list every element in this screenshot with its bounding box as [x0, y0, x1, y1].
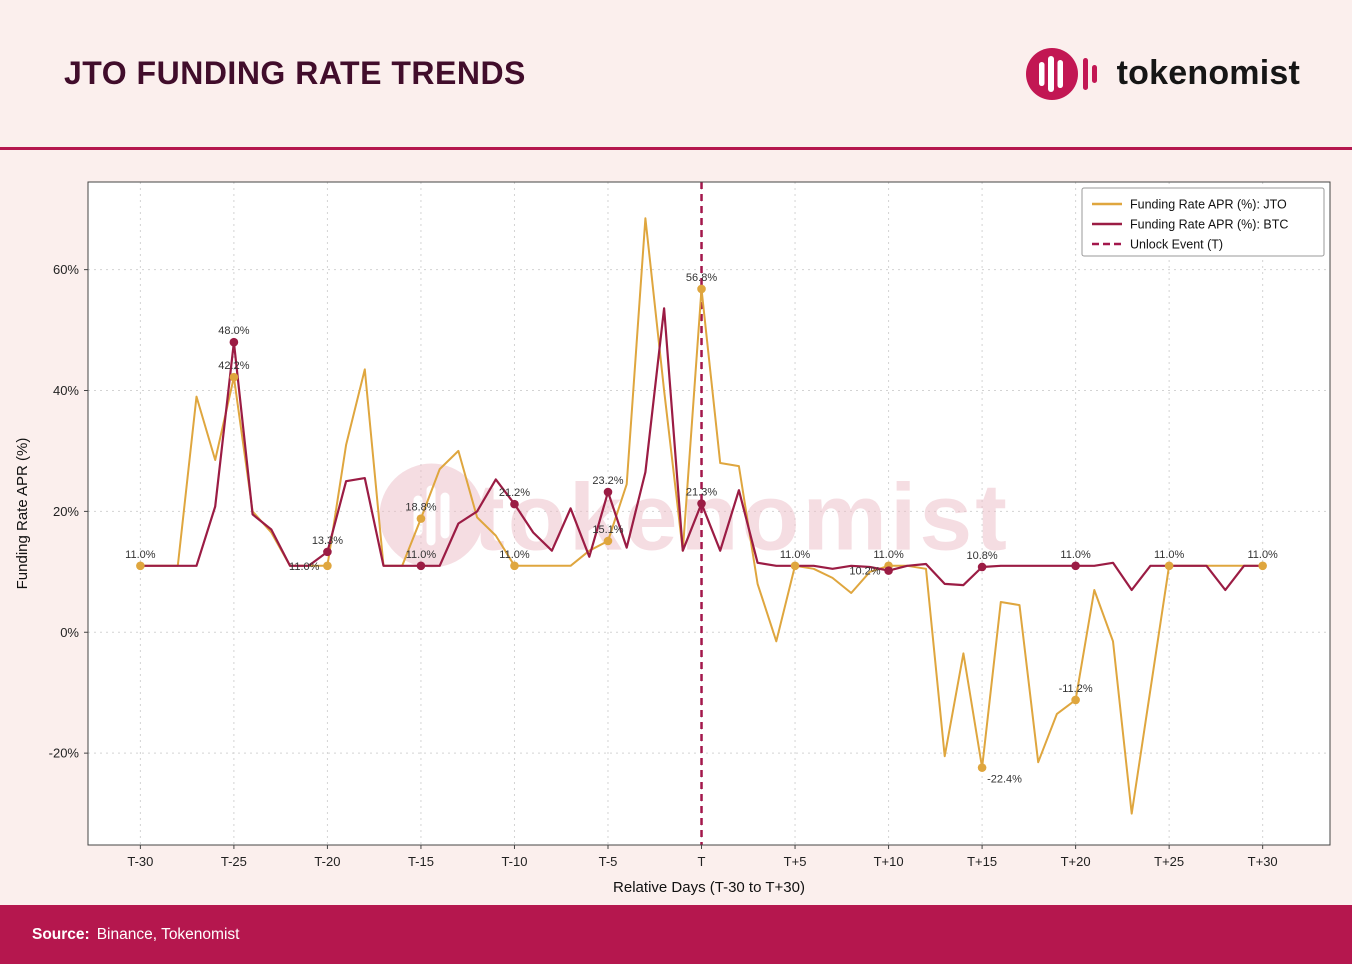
x-axis-title: Relative Days (T-30 to T+30) — [613, 879, 805, 896]
logo-bar — [1038, 61, 1045, 86]
header-divider — [0, 147, 1352, 150]
data-point-marker — [697, 284, 706, 294]
source-label: Source: — [32, 925, 90, 943]
data-point-marker — [323, 547, 332, 557]
x-tick-label: T — [698, 854, 706, 869]
data-point-label: 11.0% — [1247, 549, 1278, 561]
data-point-marker — [790, 561, 800, 571]
chart-legend: Funding Rate APR (%): JTO Funding Rate AP… — [1081, 187, 1325, 257]
page-title: JTO FUNDING RATE TRENDS — [64, 55, 526, 91]
chart-area: tokenomist 11.0% 42.2% 11.0% 18.8% 11.0% 15.1%… — [0, 150, 1352, 905]
x-tick-label: T+5 — [784, 854, 807, 869]
watermark: tokenomist — [379, 463, 1010, 571]
x-tick-label: T-25 — [221, 854, 247, 869]
data-point-label: -22.4% — [987, 774, 1022, 786]
data-point-label: 11.0% — [289, 561, 320, 573]
data-point-label: 23.2% — [592, 475, 623, 487]
grid-lines — [88, 182, 1330, 845]
data-point-marker — [416, 514, 426, 523]
data-point-label: 13.3% — [312, 535, 343, 547]
data-point-marker — [229, 372, 239, 382]
data-point-marker — [884, 566, 893, 575]
x-tick-label: T-20 — [314, 854, 340, 869]
x-tick-label: T+15 — [967, 854, 997, 869]
data-point-marker — [1258, 561, 1267, 571]
data-point-label: 21.2% — [499, 487, 530, 499]
data-point-marker — [1071, 561, 1080, 571]
brand-wordmark: tokenomist — [1116, 54, 1300, 92]
x-tick-label: T-30 — [127, 854, 153, 869]
data-point-label: 18.8% — [405, 502, 436, 514]
data-point-marker — [323, 561, 332, 571]
logo-bar — [1047, 55, 1054, 92]
y-axis-title: Funding Rate APR (%) — [14, 438, 31, 590]
x-tick-label: T+30 — [1248, 854, 1278, 869]
logo-bar — [1082, 57, 1088, 90]
data-point-label: 11.0% — [1154, 549, 1185, 561]
jto-point-markers: 11.0% 42.2% 11.0% 18.8% 11.0% 15.1% 56.8% 11.0%… — [125, 272, 1278, 786]
data-point-marker — [603, 487, 613, 497]
data-point-marker — [977, 763, 987, 772]
logo-bar — [1091, 64, 1097, 83]
funding-rate-chart: tokenomist11.0%42.2%11.0%18.8%11.0%15.1%… — [14, 181, 1331, 896]
data-point-marker — [603, 536, 613, 546]
data-point-marker — [229, 337, 239, 347]
data-point-label: 10.2% — [849, 566, 880, 578]
data-point-marker — [1164, 561, 1174, 571]
brand-logo[interactable]: tokenomist — [1025, 46, 1300, 102]
data-point-marker — [136, 561, 145, 571]
x-tick-label: T+20 — [1061, 854, 1091, 869]
header: JTO FUNDING RATE TRENDS tokenomist — [0, 0, 1352, 147]
tokenomist-logo-icon — [1025, 47, 1097, 100]
data-point-marker — [697, 499, 706, 508]
y-tick-label: -20% — [49, 746, 80, 761]
logo-bar — [1057, 59, 1063, 88]
data-point-label: -11.2% — [1059, 683, 1093, 695]
x-tick-label: T-5 — [599, 854, 618, 869]
data-point-marker — [1071, 695, 1080, 705]
x-tick-label: T-10 — [501, 854, 527, 869]
legend-label: Funding Rate APR (%): JTO — [1130, 198, 1287, 212]
data-point-marker — [510, 561, 519, 571]
legend-label: Unlock Event (T) — [1130, 238, 1223, 252]
y-tick-label: 60% — [53, 262, 79, 277]
data-point-label: 15.1% — [592, 524, 623, 536]
data-point-label: 11.0% — [499, 549, 530, 561]
data-point-marker — [510, 499, 519, 509]
data-point-label: 10.8% — [966, 550, 997, 562]
watermark-text: tokenomist — [473, 465, 1010, 571]
source-value: Binance, Tokenomist — [96, 925, 240, 943]
data-point-label: 11.0% — [406, 549, 437, 561]
data-point-label: 11.0% — [780, 549, 811, 561]
data-point-label: 56.8% — [686, 272, 717, 284]
x-tick-label: T-15 — [408, 854, 434, 869]
y-tick-label: 40% — [53, 383, 79, 398]
data-point-label: 42.2% — [218, 360, 249, 372]
data-point-label: 48.0% — [218, 325, 249, 337]
axis-ticks: -20% 0% 20% 40% 60% T-30 T-25 T-20 T-15 T-10 T-5 T T… — [49, 262, 1278, 869]
x-tick-label: T+10 — [874, 854, 904, 869]
data-point-label: 21.3% — [686, 487, 717, 499]
y-tick-label: 20% — [53, 504, 79, 519]
data-point-label: 11.0% — [1060, 549, 1091, 561]
x-tick-label: T+25 — [1154, 854, 1184, 869]
footer: Source: Binance, Tokenomist — [0, 905, 1352, 964]
y-tick-label: 0% — [60, 625, 79, 640]
data-point-marker — [416, 561, 426, 571]
legend-label: Funding Rate APR (%): BTC — [1130, 218, 1288, 232]
data-point-label: 11.0% — [125, 549, 156, 561]
legend-box — [1081, 187, 1325, 257]
data-point-label: 11.0% — [873, 549, 904, 561]
data-point-marker — [977, 562, 987, 572]
plot-border — [87, 181, 1331, 846]
btc-point-markers: 48.0% 13.3% 11.0% 21.2% 23.2% 21.3% 10.2% 10.8%… — [218, 325, 1091, 577]
